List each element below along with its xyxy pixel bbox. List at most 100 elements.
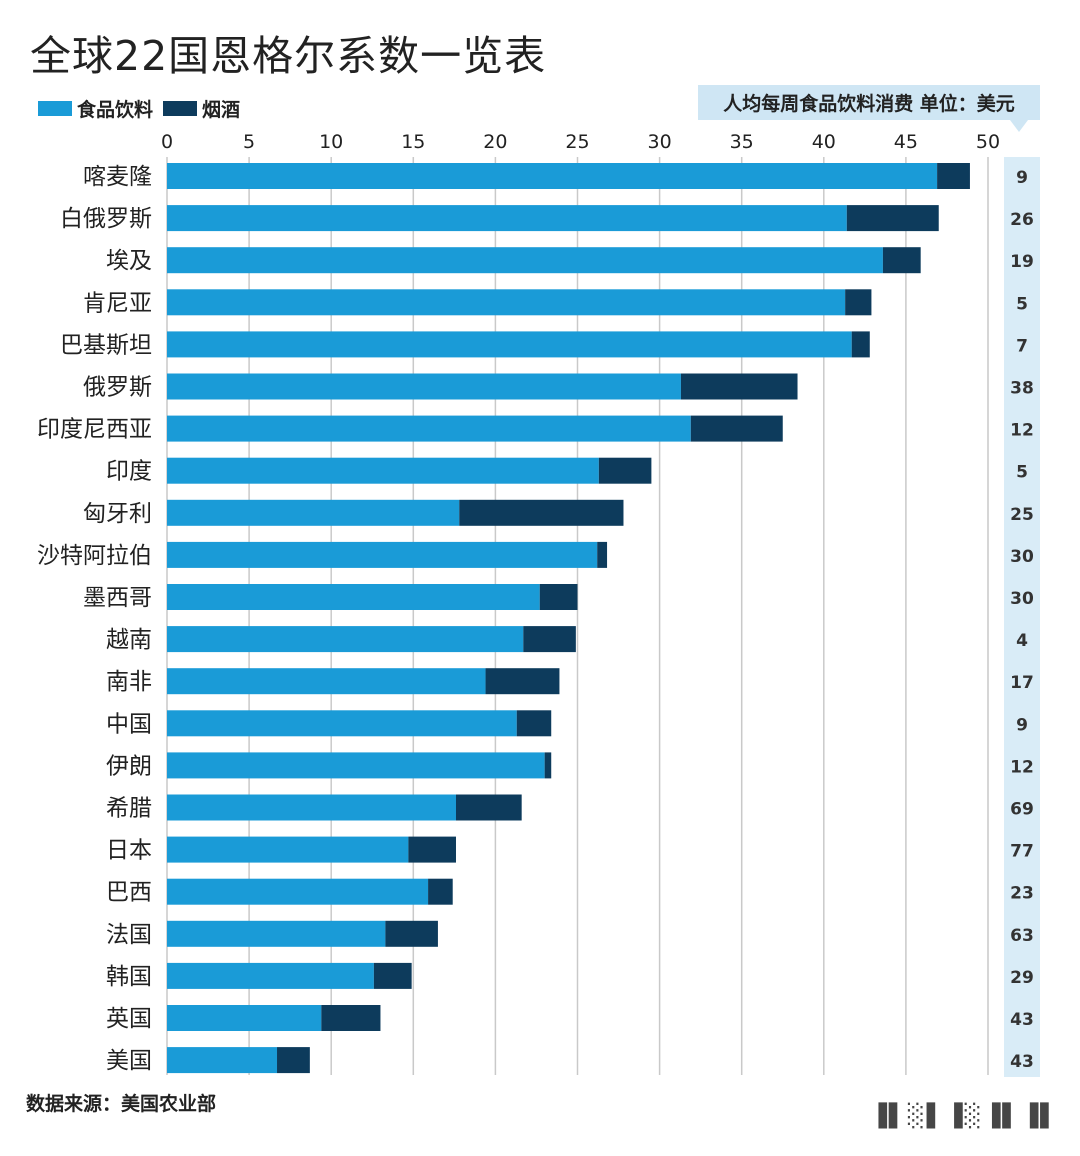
- weekly-spend-value: 29: [1010, 968, 1034, 988]
- bar-tobacco: [459, 499, 624, 526]
- bar-tobacco: [845, 289, 872, 316]
- weekly-spend-value: 7: [1016, 336, 1028, 356]
- x-tick-label: 35: [730, 131, 754, 153]
- category-label: 埃及: [106, 248, 152, 274]
- category-label: 墨西哥: [83, 585, 152, 611]
- category-label: 韩国: [106, 964, 152, 990]
- weekly-spend-value: 30: [1010, 547, 1034, 567]
- weekly-spend-value: 23: [1010, 884, 1034, 904]
- bar-tobacco: [937, 163, 970, 189]
- x-tick-label: 50: [976, 131, 1000, 153]
- bar-tobacco: [851, 331, 870, 358]
- x-tick-label: 45: [894, 131, 918, 153]
- chart-title: 全球22国恩格尔系数一览表: [30, 32, 547, 80]
- category-label: 白俄罗斯: [60, 206, 152, 232]
- category-label: 伊朗: [106, 753, 152, 779]
- weekly-spend-value: 26: [1010, 210, 1034, 230]
- category-label: 越南: [106, 627, 152, 653]
- category-label: 肯尼亚: [83, 290, 152, 316]
- source-note: 数据来源：美国农业部: [26, 1093, 217, 1115]
- legend: 食品饮料 烟酒: [38, 95, 250, 122]
- bar-food: [167, 457, 599, 484]
- bar-food: [167, 499, 460, 526]
- bar-tobacco: [598, 457, 652, 484]
- bar-tobacco: [882, 247, 921, 274]
- category-label: 中国: [106, 711, 152, 737]
- bar-tobacco: [680, 373, 798, 400]
- bar-tobacco: [690, 415, 783, 442]
- bar-food: [167, 1005, 322, 1031]
- weekly-spend-value: 43: [1010, 1010, 1034, 1030]
- bar-tobacco: [485, 668, 560, 695]
- category-label: 南非: [106, 669, 152, 695]
- bar-food: [167, 541, 598, 568]
- x-tick-label: 15: [401, 131, 425, 153]
- bar-food: [167, 289, 846, 316]
- bar-food: [167, 710, 517, 737]
- bar-tobacco: [321, 1005, 381, 1031]
- bar-food: [167, 415, 691, 442]
- category-label: 匈牙利: [83, 501, 152, 527]
- bar-tobacco: [385, 920, 438, 947]
- weekly-spend-value: 5: [1016, 463, 1028, 483]
- x-tick-label: 25: [565, 131, 589, 153]
- weekly-spend-value: 19: [1010, 252, 1034, 272]
- weekly-spend-value: 12: [1010, 757, 1034, 777]
- weekly-spend-value: 30: [1010, 589, 1034, 609]
- bar-tobacco: [597, 541, 608, 568]
- bar-tobacco: [373, 962, 412, 989]
- x-tick-label: 10: [319, 131, 343, 153]
- category-label: 喀麦隆: [83, 164, 152, 190]
- bar-food: [167, 836, 409, 863]
- category-label: 法国: [106, 922, 152, 948]
- bar-food: [167, 331, 852, 358]
- bar-food: [167, 962, 374, 989]
- bar-food: [167, 668, 486, 695]
- category-label: 巴西: [106, 880, 152, 906]
- bar-tobacco: [277, 1047, 310, 1074]
- weekly-spend-value: 4: [1016, 631, 1028, 651]
- bar-food: [167, 878, 429, 905]
- bar-food: [167, 163, 938, 189]
- weekly-spend-header-text: 人均每周食品饮料消费 单位：美元: [723, 93, 1015, 115]
- bar-tobacco: [455, 794, 522, 821]
- category-label: 沙特阿拉伯: [37, 543, 152, 569]
- category-label: 巴基斯坦: [60, 332, 152, 358]
- legend-label-tobacco: 烟酒: [202, 99, 241, 121]
- bar-food: [167, 1047, 278, 1074]
- bar-tobacco: [523, 626, 576, 653]
- x-tick-label: 30: [648, 131, 672, 153]
- weekly-spend-header: 人均每周食品饮料消费 单位：美元: [698, 85, 1040, 132]
- category-label: 俄罗斯: [83, 375, 152, 401]
- weekly-spend-value: 25: [1010, 505, 1034, 525]
- bar-tobacco: [544, 752, 552, 779]
- bar-tobacco: [516, 710, 552, 737]
- weekly-spend-value: 9: [1016, 715, 1028, 735]
- weekly-spend-column: [1004, 157, 1040, 1077]
- legend-swatch-food: [38, 101, 72, 116]
- x-tick-label: 40: [812, 131, 836, 153]
- category-label: 印度: [106, 459, 152, 485]
- x-tick-label: 20: [483, 131, 507, 153]
- bar-tobacco: [428, 878, 453, 905]
- x-tick-label: 0: [161, 131, 173, 153]
- legend-swatch-tobacco: [163, 101, 198, 116]
- bar-tobacco: [846, 205, 939, 232]
- category-label: 印度尼西亚: [37, 417, 152, 443]
- bar-food: [167, 626, 524, 653]
- category-label: 英国: [106, 1006, 152, 1032]
- weekly-spend-value: 38: [1010, 379, 1034, 399]
- category-label: 希腊: [106, 796, 152, 822]
- bar-food: [167, 373, 681, 400]
- legend-label-food: 食品饮料: [77, 99, 154, 121]
- bar-food: [167, 920, 386, 947]
- weekly-spend-value: 77: [1010, 842, 1034, 862]
- weekly-spend-value: 43: [1010, 1052, 1034, 1072]
- category-label: 日本: [106, 838, 152, 864]
- weekly-spend-value: 5: [1016, 294, 1028, 314]
- bar-food: [167, 205, 847, 232]
- weekly-spend-value: 17: [1010, 673, 1034, 693]
- legend-item-tobacco: 烟酒: [163, 95, 240, 122]
- bar-food: [167, 794, 456, 821]
